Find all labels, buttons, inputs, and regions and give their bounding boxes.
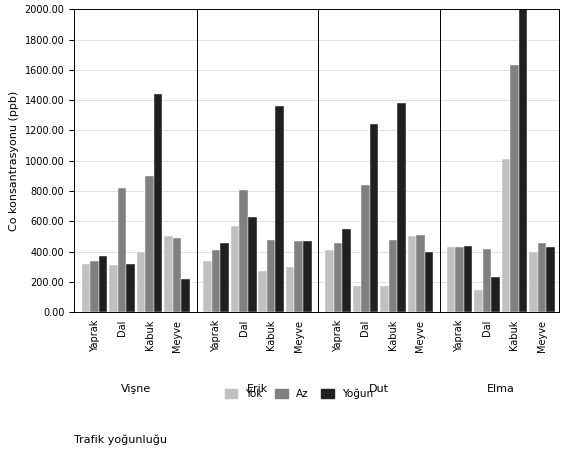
Text: Erik: Erik (247, 384, 268, 394)
Bar (333, 242, 342, 312)
Bar (325, 250, 333, 312)
Bar (546, 247, 555, 312)
Bar (118, 188, 127, 312)
Bar (425, 252, 433, 312)
Bar (286, 267, 295, 312)
Bar (109, 265, 118, 312)
Bar (137, 252, 145, 312)
Bar (127, 264, 135, 312)
Bar (221, 242, 229, 312)
Text: Dut: Dut (369, 384, 389, 394)
Legend: Yok, Az, Yoğun: Yok, Az, Yoğun (225, 389, 373, 399)
Bar (342, 229, 351, 312)
Bar (91, 260, 99, 312)
Bar (416, 235, 425, 312)
Bar (99, 256, 107, 312)
Bar (303, 241, 312, 312)
Bar (239, 190, 248, 312)
Bar (529, 252, 538, 312)
Bar (353, 287, 361, 312)
Bar (369, 124, 378, 312)
Bar (173, 238, 181, 312)
Text: Trafik yoğunluğu: Trafik yoğunluğu (74, 434, 167, 445)
Bar (510, 65, 519, 312)
Bar (145, 176, 154, 312)
Bar (502, 159, 510, 312)
Bar (258, 271, 267, 312)
Bar (408, 236, 416, 312)
Bar (154, 94, 162, 312)
Bar (474, 289, 483, 312)
Bar (275, 106, 284, 312)
Bar (231, 226, 239, 312)
Bar (538, 242, 546, 312)
Bar (464, 246, 472, 312)
Text: Vişne: Vişne (121, 384, 151, 394)
Bar (389, 240, 397, 312)
Bar (361, 185, 369, 312)
Bar (203, 260, 212, 312)
Y-axis label: Co konsantrasyonu (ppb): Co konsantrasyonu (ppb) (9, 91, 19, 231)
Bar (491, 277, 500, 312)
Bar (267, 240, 275, 312)
Bar (295, 241, 303, 312)
Bar (397, 103, 406, 312)
Bar (181, 279, 190, 312)
Bar (483, 248, 491, 312)
Bar (455, 247, 464, 312)
Text: Elma: Elma (487, 384, 515, 394)
Bar (248, 217, 256, 312)
Bar (380, 287, 389, 312)
Bar (212, 250, 221, 312)
Bar (519, 8, 527, 312)
Bar (164, 236, 173, 312)
Bar (82, 264, 91, 312)
Bar (447, 247, 455, 312)
